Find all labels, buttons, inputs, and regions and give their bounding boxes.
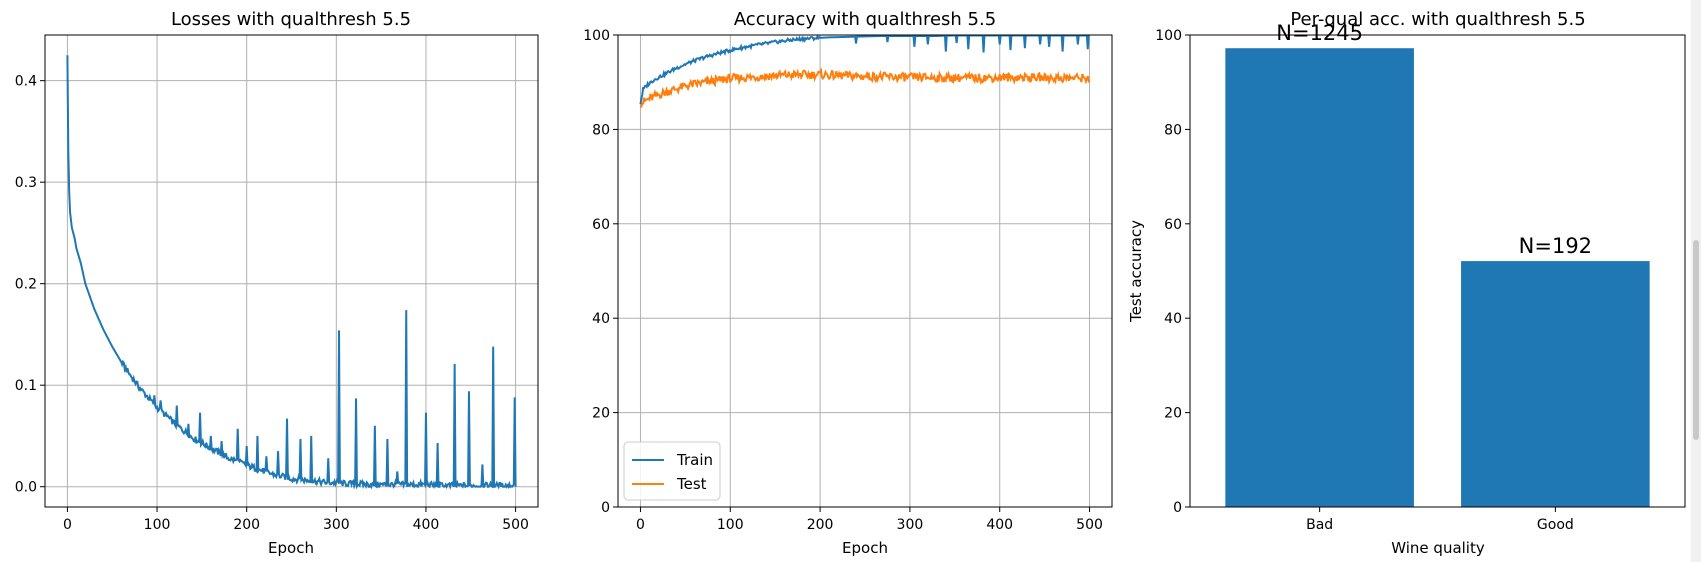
per-qual-ytick-label-100: 100 xyxy=(1155,28,1182,44)
accuracy-xtick-label-300: 300 xyxy=(897,517,924,533)
accuracy-chart: Accuracy with qualthresh 5.5 0 20 40 60 80 10… xyxy=(583,9,1113,557)
per-qual-plot-area: N=1245 N=192 xyxy=(1225,21,1650,507)
bar-label-bad: N=1245 xyxy=(1276,21,1363,45)
accuracy-axes-frame xyxy=(617,34,1113,508)
accuracy-x-axis-label: Epoch xyxy=(842,539,888,557)
accuracy-ytick-label-40: 40 xyxy=(592,311,610,327)
losses-xtick-label-200: 200 xyxy=(233,517,260,533)
losses-ytick-label-0.0: 0.0 xyxy=(15,480,37,496)
losses-axes-frame xyxy=(44,34,539,508)
per-qual-axes-frame xyxy=(1189,34,1686,508)
per-qual-ytick-label-40: 40 xyxy=(1164,311,1182,327)
losses-ytick-label-0.1: 0.1 xyxy=(15,378,37,394)
accuracy-x-ticks: 0 100 200 300 400 500 xyxy=(636,507,1103,533)
bar-good xyxy=(1461,261,1650,507)
losses-x-ticks: 0 100 200 300 400 500 xyxy=(63,507,529,533)
accuracy-grid xyxy=(618,34,1112,508)
losses-chart-title: Losses with qualthresh 5.5 xyxy=(171,9,411,30)
per-qual-ytick-label-0: 0 xyxy=(1173,500,1182,516)
per-qual-ytick-label-80: 80 xyxy=(1164,122,1182,138)
accuracy-ytick-label-80: 80 xyxy=(592,122,610,138)
accuracy-ytick-label-60: 60 xyxy=(592,217,610,233)
accuracy-xtick-label-0: 0 xyxy=(636,517,645,533)
accuracy-y-ticks: 0 20 40 60 80 100 xyxy=(583,28,618,516)
losses-xtick-label-500: 500 xyxy=(502,517,529,533)
legend-train-label: Train xyxy=(676,451,713,469)
losses-ytick-label-0.3: 0.3 xyxy=(15,175,37,191)
per-qual-x-ticks: Bad Good xyxy=(1306,507,1574,533)
accuracy-train-line xyxy=(639,34,1090,105)
accuracy-xtick-label-100: 100 xyxy=(717,517,744,533)
per-qual-y-axis-label: Test accuracy xyxy=(1127,220,1145,323)
legend-test-label: Test xyxy=(676,475,707,493)
per-qual-ytick-label-20: 20 xyxy=(1164,406,1182,422)
accuracy-ytick-label-0: 0 xyxy=(601,500,610,516)
per-qual-ytick-label-60: 60 xyxy=(1164,217,1182,233)
scrollbar-thumb[interactable] xyxy=(1693,240,1699,440)
accuracy-test-line xyxy=(639,67,1091,109)
losses-ytick-label-0.2: 0.2 xyxy=(15,277,37,293)
per-qual-xtick-label-bad: Bad xyxy=(1306,517,1333,533)
losses-grid xyxy=(45,35,538,507)
per-qual-chart: Per-qual acc. with qualthresh 5.5 N=1245… xyxy=(1127,9,1686,557)
losses-xtick-label-400: 400 xyxy=(413,517,440,533)
accuracy-plot-area xyxy=(639,34,1091,109)
accuracy-xtick-label-400: 400 xyxy=(986,517,1013,533)
per-qual-y-ticks: 0 20 40 60 80 100 xyxy=(1155,28,1190,516)
accuracy-xtick-label-200: 200 xyxy=(807,517,834,533)
accuracy-xtick-label-500: 500 xyxy=(1076,517,1103,533)
losses-y-ticks: 0.0 0.1 0.2 0.3 0.4 xyxy=(15,74,45,496)
losses-ytick-label-0.4: 0.4 xyxy=(15,74,37,90)
per-qual-chart-title: Per-qual acc. with qualthresh 5.5 xyxy=(1290,9,1585,30)
per-qual-xtick-label-good: Good xyxy=(1537,517,1574,533)
accuracy-legend: Train Test xyxy=(623,441,721,501)
accuracy-chart-title: Accuracy with qualthresh 5.5 xyxy=(734,9,996,30)
accuracy-ytick-label-20: 20 xyxy=(592,406,610,422)
bar-label-good: N=192 xyxy=(1519,234,1592,258)
losses-xtick-label-0: 0 xyxy=(63,517,72,533)
losses-xtick-label-300: 300 xyxy=(323,517,350,533)
losses-x-axis-label: Epoch xyxy=(268,539,314,557)
losses-xtick-label-100: 100 xyxy=(144,517,171,533)
losses-series-line xyxy=(66,55,517,491)
bar-bad xyxy=(1225,48,1414,507)
losses-chart: Losses with qualthresh 5.5 0.00.10.20.30… xyxy=(15,9,539,557)
losses-plot-area xyxy=(66,55,517,491)
per-qual-x-axis-label: Wine quality xyxy=(1391,539,1485,557)
legend-frame xyxy=(623,441,721,501)
accuracy-ytick-label-100: 100 xyxy=(583,28,610,44)
